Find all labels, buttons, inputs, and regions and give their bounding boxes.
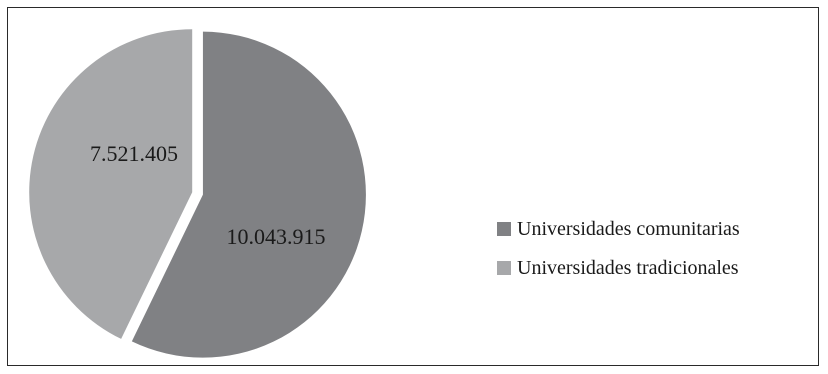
pie-slices xyxy=(29,29,366,358)
legend-swatch-comunitarias xyxy=(497,222,511,236)
slice-label-tradicionales: 7.521.405 xyxy=(90,141,178,166)
legend: Universidades comunitarias Universidades… xyxy=(497,218,740,296)
slice-tradicionales xyxy=(29,29,193,339)
slice-comunitarias xyxy=(131,31,366,358)
pie-value-labels: 10.043.915 7.521.405 xyxy=(90,141,326,249)
legend-label-comunitarias: Universidades comunitarias xyxy=(517,218,740,240)
slice-label-comunitarias: 10.043.915 xyxy=(227,224,326,249)
legend-item-tradicionales: Universidades tradicionales xyxy=(497,257,740,279)
legend-swatch-tradicionales xyxy=(497,261,511,275)
legend-label-tradicionales: Universidades tradicionales xyxy=(517,257,739,279)
legend-item-comunitarias: Universidades comunitarias xyxy=(497,218,740,240)
